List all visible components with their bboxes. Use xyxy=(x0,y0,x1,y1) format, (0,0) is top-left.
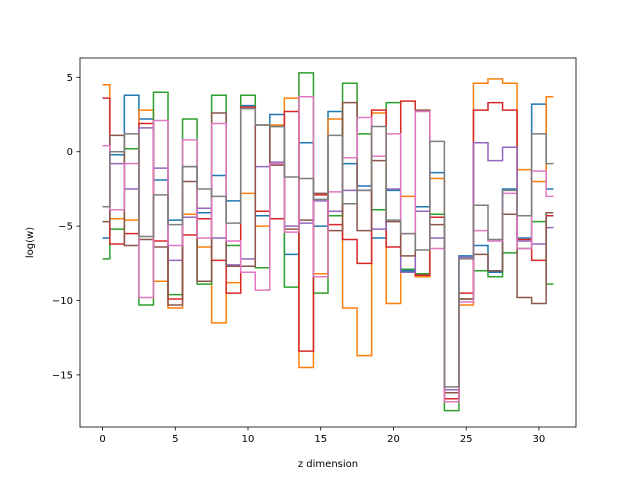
x-tick-label: 15 xyxy=(314,434,327,445)
series-line-8 xyxy=(102,107,554,388)
y-tick-label: 0 xyxy=(67,147,73,158)
x-axis: 0 5 10 15 20 25 30 xyxy=(99,427,545,445)
plot-area xyxy=(102,72,554,412)
series-line-7 xyxy=(102,95,554,403)
y-tick-label: −5 xyxy=(58,222,73,233)
x-tick-label: 5 xyxy=(172,434,178,445)
y-tick-label: −10 xyxy=(52,296,73,307)
x-tick-label: 0 xyxy=(99,434,105,445)
x-tick-label: 20 xyxy=(387,434,400,445)
x-tick-label: 30 xyxy=(533,434,546,445)
y-tick-label: 5 xyxy=(67,73,73,84)
x-tick-label: 10 xyxy=(242,434,255,445)
y-axis-label: log(w) xyxy=(25,227,36,258)
axes-frame xyxy=(79,57,577,428)
y-axis: −15 −10 −5 0 5 xyxy=(52,73,80,381)
x-axis-label: z dimension xyxy=(298,459,358,470)
y-tick-label: −15 xyxy=(52,370,73,381)
x-tick-label: 25 xyxy=(460,434,473,445)
